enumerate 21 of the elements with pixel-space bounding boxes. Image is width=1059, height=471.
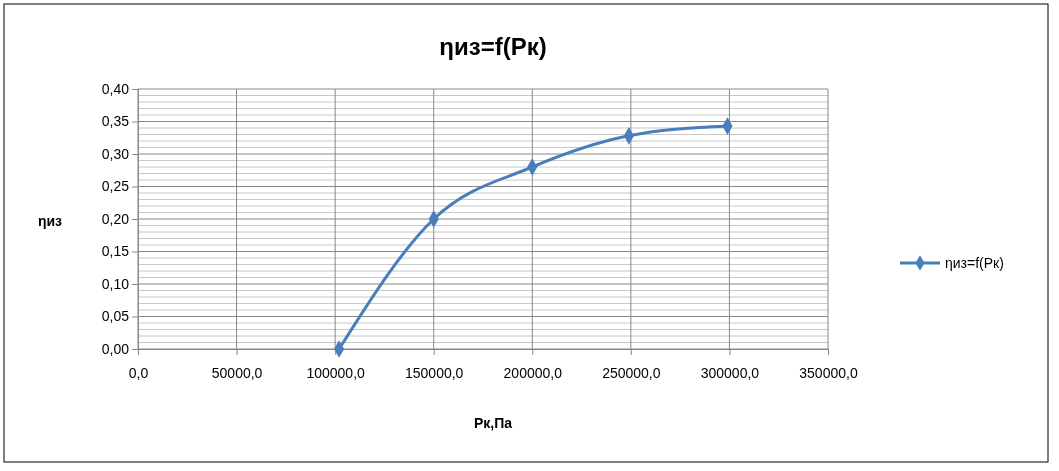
legend-label: ηиз=f(Рк) xyxy=(945,255,1004,271)
y-tick-label: 0,25 xyxy=(101,178,130,195)
x-tick-label: 100000,0 xyxy=(306,364,366,381)
y-tick-label: 0,00 xyxy=(101,340,130,357)
chart-title: ηиз=f(Рк) xyxy=(439,33,547,60)
x-axis-title: Рк,Па xyxy=(473,415,513,431)
x-tick-label: 50000,0 xyxy=(211,364,263,381)
y-tick-label: 0,40 xyxy=(101,80,130,97)
y-axis-title: ηиз xyxy=(37,213,63,229)
y-tick-label: 0,20 xyxy=(101,210,130,227)
y-tick-label: 0,05 xyxy=(101,308,130,325)
y-tick-label: 0,15 xyxy=(101,243,130,260)
x-tick-label: 300000,0 xyxy=(700,364,760,381)
x-tick-label: 200000,0 xyxy=(503,364,563,381)
x-tick-label: 350000,0 xyxy=(799,364,858,381)
x-tick-label: 0,0 xyxy=(128,364,149,381)
y-tick-label: 0,30 xyxy=(101,145,130,162)
y-tick-label: 0,10 xyxy=(101,275,130,292)
y-tick-label: 0,35 xyxy=(101,113,130,130)
x-tick-label: 250000,0 xyxy=(602,364,661,381)
x-tick-label: 150000,0 xyxy=(405,364,464,381)
